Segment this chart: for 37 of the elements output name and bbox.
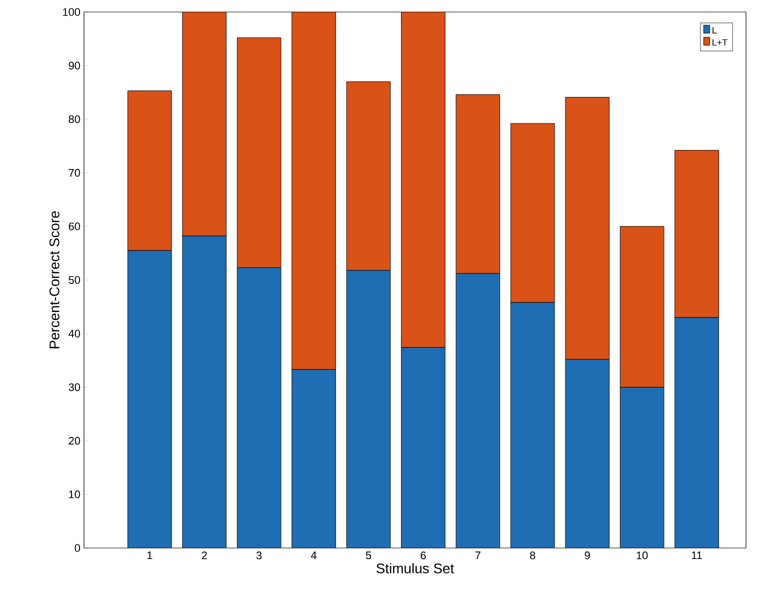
y-tick-label: 100 xyxy=(63,8,80,16)
y-axis-title: Percent-Correct Score xyxy=(49,211,60,348)
y-tick-label: 30 xyxy=(68,383,80,392)
bar xyxy=(401,348,446,548)
bar xyxy=(456,274,500,548)
y-tick-label: 20 xyxy=(68,436,80,445)
y-tick-label: 0 xyxy=(74,544,80,552)
bar xyxy=(565,359,610,548)
y-tick-label: 80 xyxy=(68,115,80,124)
bar xyxy=(182,236,226,548)
y-tick-label: 70 xyxy=(68,168,80,177)
y-tick-label: 90 xyxy=(68,62,80,70)
bar xyxy=(510,302,555,548)
x-tick-label: 2 xyxy=(202,552,207,560)
y-tick-label: 40 xyxy=(68,330,80,338)
bar xyxy=(620,387,664,548)
x-tick-label: 1 xyxy=(147,552,152,560)
bar xyxy=(237,268,281,548)
x-tick-label: 7 xyxy=(475,552,480,560)
x-tick-label: 10 xyxy=(636,552,648,560)
legend-label: L xyxy=(712,27,717,34)
x-axis-title: Stimulus Set xyxy=(376,563,454,574)
bar xyxy=(674,317,719,548)
legend-label: L+T xyxy=(712,39,728,46)
x-tick-label: 6 xyxy=(420,552,426,560)
bar xyxy=(346,270,390,548)
y-tick-label: 10 xyxy=(69,490,80,498)
bar xyxy=(128,250,172,548)
x-tick-label: 9 xyxy=(584,552,590,560)
y-tick-label: 50 xyxy=(68,276,80,284)
y-tick-label: 60 xyxy=(68,222,80,230)
x-tick-label: 8 xyxy=(530,552,536,560)
bar xyxy=(292,370,336,548)
x-tick-label: 3 xyxy=(256,552,262,560)
x-tick-label: 5 xyxy=(366,552,372,560)
x-tick-label: 11 xyxy=(692,552,702,560)
x-tick-label: 4 xyxy=(310,552,317,560)
